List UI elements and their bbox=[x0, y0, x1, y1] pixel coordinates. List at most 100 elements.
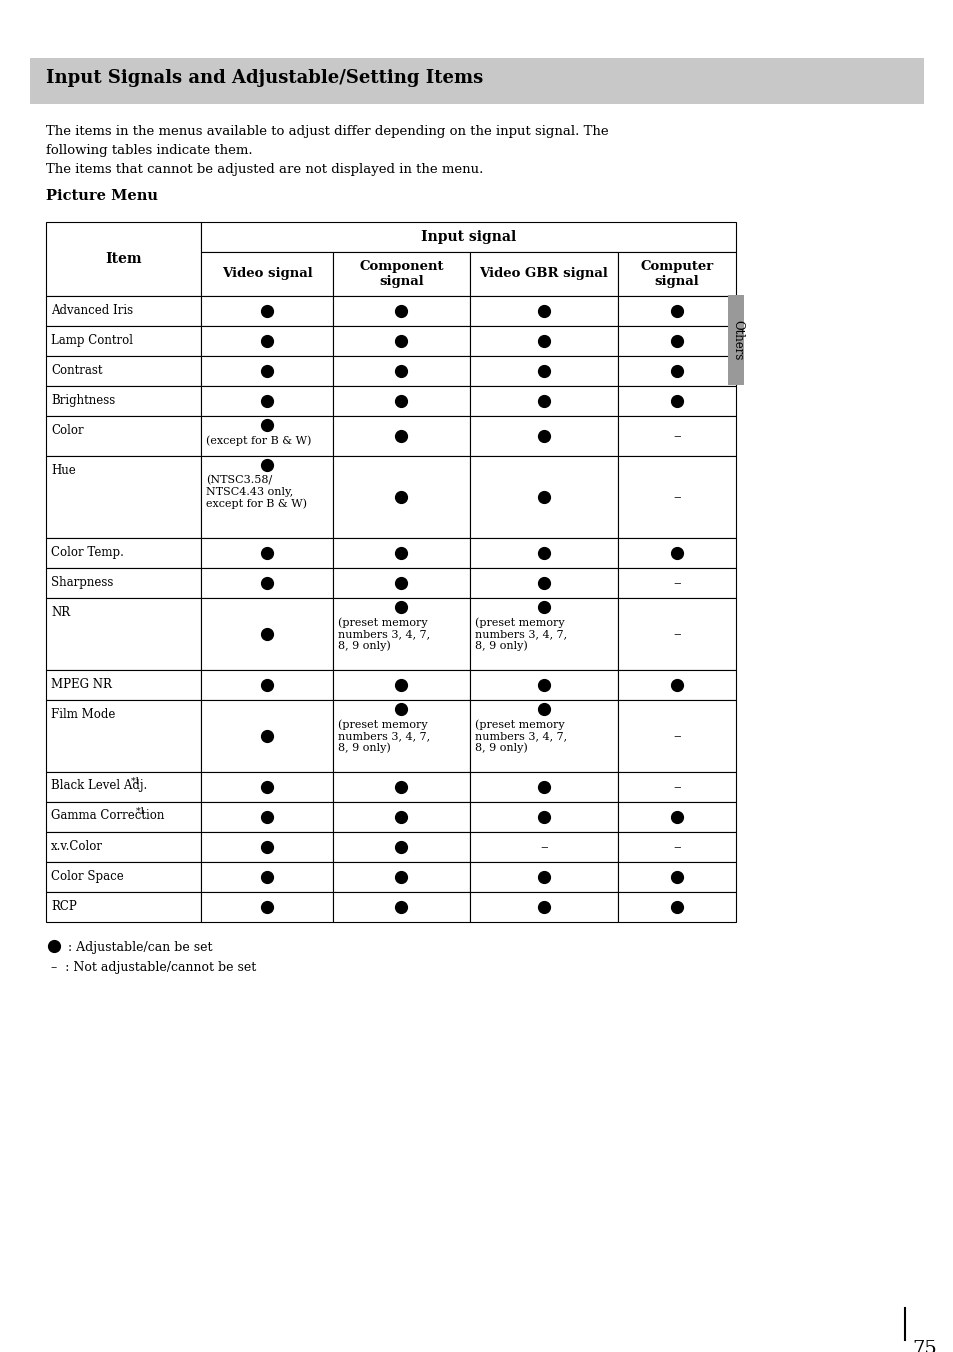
Bar bbox=[618, 538, 735, 568]
Bar bbox=[470, 802, 618, 831]
Bar bbox=[46, 416, 201, 456]
Bar bbox=[470, 700, 618, 772]
Text: Video signal: Video signal bbox=[221, 268, 312, 280]
Bar bbox=[470, 831, 618, 863]
Bar bbox=[46, 671, 201, 700]
Bar bbox=[30, 58, 923, 104]
Text: Color: Color bbox=[51, 425, 84, 437]
Bar bbox=[333, 831, 470, 863]
Text: Contrast: Contrast bbox=[51, 364, 102, 377]
Text: Hue: Hue bbox=[51, 464, 75, 477]
Text: Picture Menu: Picture Menu bbox=[46, 189, 158, 203]
Bar bbox=[46, 700, 201, 772]
Bar bbox=[333, 356, 470, 387]
Text: 75: 75 bbox=[911, 1340, 936, 1352]
Bar bbox=[618, 598, 735, 671]
Bar bbox=[201, 892, 333, 922]
Bar bbox=[470, 356, 618, 387]
Bar bbox=[46, 568, 201, 598]
Text: (preset memory
numbers 3, 4, 7,
8, 9 only): (preset memory numbers 3, 4, 7, 8, 9 onl… bbox=[475, 617, 566, 652]
Bar bbox=[46, 802, 201, 831]
Text: –: – bbox=[673, 627, 680, 641]
Bar bbox=[201, 831, 333, 863]
Bar bbox=[201, 598, 333, 671]
Bar bbox=[201, 456, 333, 538]
Bar bbox=[333, 416, 470, 456]
Bar bbox=[618, 416, 735, 456]
Text: –: – bbox=[673, 840, 680, 854]
Bar bbox=[727, 295, 743, 385]
Bar bbox=[201, 802, 333, 831]
Bar bbox=[46, 863, 201, 892]
Text: MPEG NR: MPEG NR bbox=[51, 677, 112, 691]
Bar bbox=[470, 251, 618, 296]
Bar bbox=[333, 456, 470, 538]
Bar bbox=[333, 296, 470, 326]
Text: –  : Not adjustable/cannot be set: – : Not adjustable/cannot be set bbox=[51, 961, 256, 973]
Bar bbox=[201, 416, 333, 456]
Bar bbox=[201, 326, 333, 356]
Bar bbox=[333, 387, 470, 416]
Bar bbox=[333, 598, 470, 671]
Bar bbox=[618, 568, 735, 598]
Bar bbox=[201, 568, 333, 598]
Bar bbox=[46, 222, 201, 296]
Bar bbox=[470, 892, 618, 922]
Bar bbox=[618, 387, 735, 416]
Text: –: – bbox=[673, 429, 680, 443]
Bar bbox=[470, 326, 618, 356]
Text: (preset memory
numbers 3, 4, 7,
8, 9 only): (preset memory numbers 3, 4, 7, 8, 9 onl… bbox=[337, 617, 430, 652]
Text: Component
signal: Component signal bbox=[359, 260, 443, 288]
Bar bbox=[46, 356, 201, 387]
Bar bbox=[46, 456, 201, 538]
Bar bbox=[333, 863, 470, 892]
Bar bbox=[618, 802, 735, 831]
Bar bbox=[333, 671, 470, 700]
Bar bbox=[46, 326, 201, 356]
Bar bbox=[470, 598, 618, 671]
Text: The items that cannot be adjusted are not displayed in the menu.: The items that cannot be adjusted are no… bbox=[46, 164, 483, 176]
Bar bbox=[46, 892, 201, 922]
Bar bbox=[470, 772, 618, 802]
Text: Computer
signal: Computer signal bbox=[639, 260, 713, 288]
Text: Input signal: Input signal bbox=[420, 230, 516, 243]
Text: *1: *1 bbox=[136, 807, 146, 817]
Bar bbox=[333, 568, 470, 598]
Text: –: – bbox=[673, 489, 680, 504]
Bar bbox=[470, 296, 618, 326]
Text: : Adjustable/can be set: : Adjustable/can be set bbox=[68, 941, 213, 955]
Bar bbox=[201, 387, 333, 416]
Text: following tables indicate them.: following tables indicate them. bbox=[46, 145, 253, 157]
Bar bbox=[470, 671, 618, 700]
Bar bbox=[618, 700, 735, 772]
Text: Lamp Control: Lamp Control bbox=[51, 334, 132, 347]
Text: Item: Item bbox=[105, 251, 142, 266]
Bar bbox=[470, 456, 618, 538]
Bar bbox=[333, 326, 470, 356]
Bar bbox=[618, 456, 735, 538]
Text: Brightness: Brightness bbox=[51, 393, 115, 407]
Bar bbox=[470, 568, 618, 598]
Bar bbox=[618, 326, 735, 356]
Bar bbox=[618, 296, 735, 326]
Text: Others: Others bbox=[731, 320, 743, 360]
Bar bbox=[201, 863, 333, 892]
Text: Color Space: Color Space bbox=[51, 869, 124, 883]
Bar bbox=[333, 772, 470, 802]
Bar bbox=[46, 538, 201, 568]
Text: Black Level Adj.: Black Level Adj. bbox=[51, 779, 147, 792]
Bar bbox=[201, 538, 333, 568]
Bar bbox=[618, 772, 735, 802]
Bar bbox=[201, 222, 735, 251]
Text: (preset memory
numbers 3, 4, 7,
8, 9 only): (preset memory numbers 3, 4, 7, 8, 9 onl… bbox=[337, 719, 430, 753]
Text: Video GBR signal: Video GBR signal bbox=[479, 268, 608, 280]
Text: NR: NR bbox=[51, 606, 71, 619]
Text: Sharpness: Sharpness bbox=[51, 576, 113, 589]
Text: (preset memory
numbers 3, 4, 7,
8, 9 only): (preset memory numbers 3, 4, 7, 8, 9 onl… bbox=[475, 719, 566, 753]
Bar bbox=[470, 863, 618, 892]
Text: –: – bbox=[673, 576, 680, 589]
Bar bbox=[618, 251, 735, 296]
Text: Input Signals and Adjustable/Setting Items: Input Signals and Adjustable/Setting Ite… bbox=[46, 69, 483, 87]
Bar bbox=[46, 387, 201, 416]
Bar bbox=[470, 416, 618, 456]
